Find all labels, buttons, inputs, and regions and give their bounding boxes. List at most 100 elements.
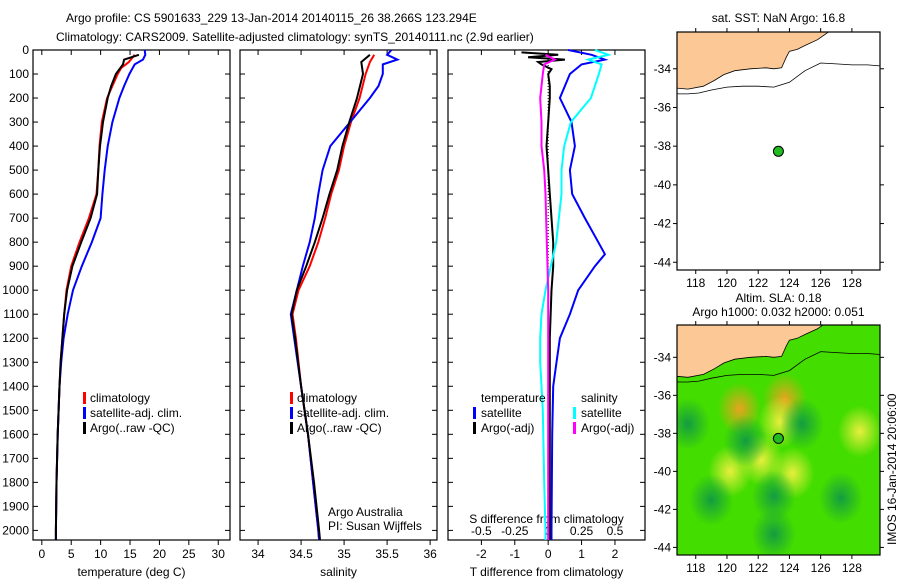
lon-tick-label: 128 [842, 276, 862, 290]
y-tick-label: 0 [22, 43, 29, 57]
title-line-1: Argo profile: CS 5901633_229 13-Jan-2014… [66, 11, 477, 25]
sla-anomaly [751, 470, 796, 523]
lat-tick-label: -40 [654, 464, 672, 478]
y-tick-label: 1200 [2, 331, 29, 345]
legend-swatch [573, 407, 576, 419]
y-tick-label: 600 [9, 187, 29, 201]
map-title: Altim. SLA: 0.18 [735, 291, 821, 305]
lon-tick-label: 122 [748, 561, 768, 575]
lat-tick-label: -38 [654, 426, 672, 440]
series-salinity-satellite [539, 49, 612, 540]
y-tick-label: 300 [9, 115, 29, 129]
profile-location-marker [772, 432, 784, 444]
legend-swatch [290, 392, 293, 404]
lon-tick-label: 118 [686, 561, 705, 575]
y-tick-label: 700 [9, 211, 29, 225]
lon-tick-label: 118 [686, 276, 705, 290]
sla-anomaly [751, 508, 796, 555]
x-tick-label: 34.5 [289, 547, 313, 561]
legend-label: Argo(-adj) [581, 421, 634, 435]
legend-label: satellite-adj. clim. [90, 406, 182, 420]
profile-panel-3: -2 -1 0 1 2 T difference from climatology -0.5… [447, 49, 646, 579]
profile-location-marker [772, 145, 784, 157]
x-tick-label: -1 [509, 547, 520, 561]
lon-tick-label: 128 [842, 561, 862, 575]
lat-tick-label: -44 [654, 540, 672, 554]
s-tick-label: 0.5 [607, 524, 624, 538]
y-tick-label: 800 [9, 235, 29, 249]
map-frame [676, 324, 881, 556]
map-title: Argo h1000: 0.032 h2000: 0.051 [692, 305, 864, 319]
plot-frame [239, 49, 438, 541]
y-tick-label: 1900 [2, 499, 29, 513]
x-tick-label: 25 [182, 547, 196, 561]
annotation-text: PI: Susan Wijffels [328, 519, 422, 533]
y-tick-label: 2000 [2, 523, 29, 537]
series-temperature-satellite [550, 49, 609, 540]
x-tick-label: 0 [545, 547, 552, 561]
series-argo-raw-qc- [54, 53, 140, 540]
lat-tick-label: -34 [654, 62, 672, 76]
x-tick-label: 35 [337, 547, 351, 561]
x-tick-label: 35.5 [375, 547, 399, 561]
lat-tick-label: -40 [654, 178, 672, 192]
x-tick-label: -2 [476, 547, 487, 561]
map-timestamp-label: IMOS 16-Jan-2014 20:06:00 [885, 393, 899, 545]
s-tick-label: -0.25 [501, 524, 529, 538]
lon-tick-label: 124 [779, 276, 799, 290]
lon-tick-label: 120 [717, 561, 737, 575]
x-tick-label: 2 [612, 547, 619, 561]
legend-swatch [473, 407, 476, 419]
sla-anomaly [689, 473, 734, 526]
y-tick-label: 1300 [2, 355, 29, 369]
x-tick-label: 0 [38, 547, 45, 561]
y-tick-label: 200 [9, 91, 29, 105]
legend-title: temperature [481, 391, 546, 405]
title-line-2: Climatology: CARS2009. Satellite-adjuste… [56, 30, 534, 44]
land [677, 325, 829, 378]
legend-swatch [473, 422, 476, 434]
legend-label: Argo(..raw -QC) [297, 421, 382, 435]
land [677, 32, 830, 90]
isobath-line [677, 62, 880, 95]
profile-panel-2: 34 34.5 35 35.5 36 salinity climatologysatelli… [239, 49, 438, 579]
x-tick-label: 30 [212, 547, 226, 561]
profile-panel-1: 0100200300400500600700800900100011001200… [2, 43, 231, 579]
series-temperature-argo-adj- [521, 51, 565, 540]
legend-label: satellite-adj. clim. [297, 406, 389, 420]
series-salinity-argo-adj- [539, 53, 558, 540]
y-tick-label: 900 [9, 259, 29, 273]
y-tick-label: 1000 [2, 283, 29, 297]
x-tick-label: 36 [423, 547, 437, 561]
lat-tick-label: -42 [654, 502, 672, 516]
lat-tick-label: -38 [654, 139, 672, 153]
legend-label: satellite [581, 406, 622, 420]
x-tick-label: 20 [153, 547, 167, 561]
legend-label: satellite [481, 406, 522, 420]
sla-anomaly [779, 397, 824, 450]
s-tick-label: -0.5 [471, 524, 492, 538]
map-content [677, 32, 880, 270]
legend-label: climatology [90, 391, 150, 405]
annotation-text: Argo Australia [328, 505, 403, 519]
legend-swatch [83, 422, 86, 434]
legend-title: salinity [581, 391, 618, 405]
legend-swatch [83, 407, 86, 419]
y-tick-label: 1400 [2, 379, 29, 393]
y-tick-label: 1500 [2, 403, 29, 417]
lon-tick-label: 124 [779, 561, 799, 575]
lat-tick-label: -36 [654, 388, 672, 402]
legend-swatch [290, 422, 293, 434]
s-tick-label: 0.25 [570, 524, 594, 538]
lat-tick-label: -34 [654, 350, 672, 364]
x-tick-label: 1 [578, 547, 585, 561]
x-axis-label: T difference from climatology [470, 565, 624, 579]
plot-frame [32, 49, 231, 541]
lon-tick-label: 126 [811, 561, 831, 575]
y-tick-label: 500 [9, 163, 29, 177]
map-content [677, 325, 880, 555]
legend-label: climatology [297, 391, 357, 405]
plot-frame [447, 49, 646, 541]
